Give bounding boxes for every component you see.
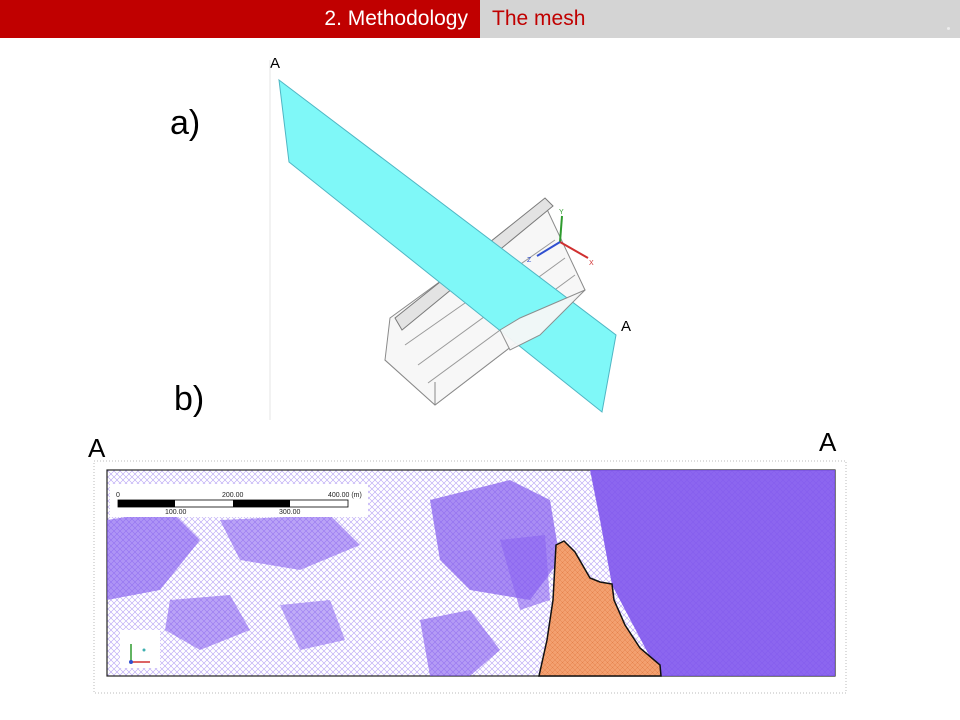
- scale-label-200: 200.00: [222, 492, 244, 499]
- axis-x-label: X: [589, 260, 594, 267]
- axis-z-label: Z: [527, 257, 532, 264]
- mesh-axis-triad-icon: [120, 630, 160, 668]
- figure-frame: [93, 460, 847, 694]
- header-dot: [947, 27, 950, 30]
- scale-label-100: 100.00: [165, 509, 187, 516]
- section-marker-top-start: A: [270, 55, 281, 72]
- scale-label-0: 0: [116, 492, 120, 499]
- slide-subtitle: The mesh: [480, 0, 960, 38]
- dam-cross-section: [538, 540, 662, 677]
- section-marker-mesh-right: A: [819, 427, 837, 457]
- dense-mesh-regions: [107, 470, 835, 676]
- section-title: 2. Methodology: [0, 0, 480, 38]
- axis-y-label: Y: [559, 209, 564, 216]
- scale-bar: 0 200.00 400.00 (m) 100.00 300.00: [110, 484, 368, 517]
- slide-header: 2. Methodology The mesh: [0, 0, 960, 38]
- scale-label-400: 400.00 (m): [328, 492, 362, 499]
- scale-label-300: 300.00: [279, 509, 301, 516]
- section-marker-top-end: A: [621, 318, 632, 335]
- panel-b-label: b): [174, 380, 205, 418]
- axis-triad-icon: Y Z X: [527, 209, 594, 267]
- panel-a-label: a): [170, 104, 201, 142]
- subtitle-text: The mesh: [492, 7, 586, 30]
- section-marker-mesh-left: A: [88, 433, 106, 463]
